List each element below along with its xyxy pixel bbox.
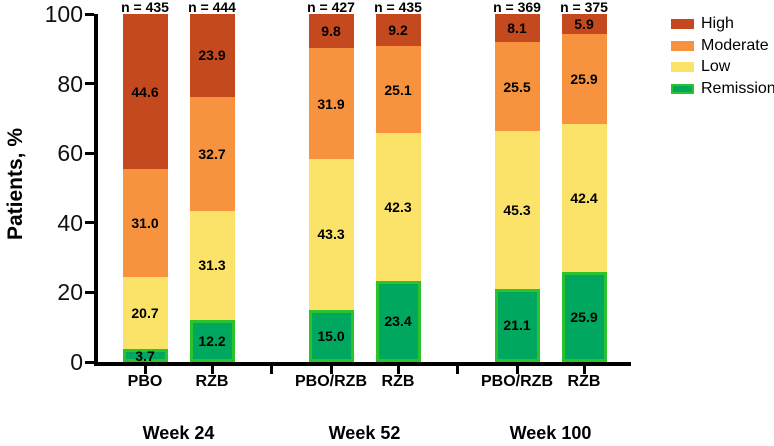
bar-x-label: RZB [195, 373, 229, 390]
segment-value-label: 12.2 [198, 332, 226, 349]
segment-value-label: 23.9 [198, 47, 226, 64]
bar-segment-moderate [189, 96, 235, 211]
bar-segment-high [122, 14, 168, 170]
n-count-label: n = 444 [188, 0, 236, 15]
segment-value-label: 5.9 [574, 15, 594, 32]
group-week-label: Week 52 [328, 423, 401, 443]
bar-x-label: RZB [381, 373, 415, 390]
bar-segment-low [308, 159, 354, 310]
segment-value-label: 25.9 [570, 71, 598, 88]
n-count-label: n = 427 [307, 0, 355, 15]
bar-segment-moderate [308, 48, 354, 160]
bar-x-label: PBO/RZB [295, 373, 367, 390]
bar-x-label: PBO [127, 373, 163, 390]
bar-segment-high [308, 14, 354, 49]
bar-segment-low [189, 210, 235, 320]
bar-segment-high [375, 14, 421, 47]
bar-segment-low [494, 130, 540, 289]
y-axis-tick-label: 60 [57, 140, 83, 167]
n-count-label: n = 369 [493, 0, 541, 15]
bar-segment-remission [375, 280, 421, 362]
x-axis-tick-mark [515, 366, 519, 374]
x-axis-group-boundary-tick [456, 366, 459, 374]
x-axis-tick-mark [210, 366, 214, 374]
segment-value-label: 15.0 [317, 327, 345, 344]
segment-value-label: 32.7 [198, 145, 226, 162]
bar-segment-moderate [122, 169, 168, 278]
segment-value-label: 44.6 [131, 83, 159, 100]
segment-value-label: 25.1 [384, 81, 412, 98]
bar-segment-low [561, 124, 607, 272]
bar-x-label: RZB [567, 373, 601, 390]
bar-segment-remission [122, 349, 168, 362]
n-count-label: n = 435 [121, 0, 169, 15]
n-count-label: n = 435 [374, 0, 422, 15]
y-axis-tick-mark [85, 290, 94, 294]
segment-value-label: 9.2 [388, 22, 408, 38]
segment-value-label: 23.4 [384, 313, 412, 330]
y-axis-tick-label: 40 [57, 209, 83, 236]
segment-value-label: 31.3 [198, 257, 226, 274]
n-count-label: n = 375 [560, 0, 608, 15]
bar-segment-high [494, 14, 540, 43]
segment-value-label: 25.9 [570, 308, 598, 325]
x-axis-tick-mark [329, 366, 333, 374]
bar-segment-remission [494, 288, 540, 362]
y-axis-tick-mark [85, 151, 94, 155]
x-axis-line [94, 362, 631, 366]
segment-value-label: 21.1 [503, 317, 531, 334]
x-axis-group-boundary-tick [270, 366, 273, 374]
bar-segment-moderate [375, 46, 421, 134]
y-axis-line [94, 14, 98, 366]
x-axis-tick-mark [396, 366, 400, 374]
bar-segment-remission [561, 271, 607, 362]
group-week-label: Week 100 [509, 423, 592, 443]
x-axis-tick-mark [582, 366, 586, 374]
bar-segment-high [561, 13, 607, 35]
y-axis-tick-label: 80 [57, 70, 83, 97]
segment-value-label: 25.5 [503, 78, 531, 95]
x-axis-tick-mark [143, 366, 147, 374]
bar-segment-high [189, 13, 235, 97]
bar-x-label: PBO/RZB [481, 373, 553, 390]
bar-segment-low [122, 277, 168, 350]
segment-value-label: 9.8 [321, 23, 341, 40]
y-axis-tick-mark [85, 12, 94, 16]
segment-value-label: 8.1 [507, 20, 527, 37]
segment-value-label: 20.7 [131, 305, 159, 322]
group-week-label: Week 24 [142, 423, 215, 443]
y-axis-tick-mark [85, 221, 94, 225]
y-axis-tick-label: 20 [57, 279, 83, 306]
y-axis-tick-mark [85, 82, 94, 86]
segment-value-label: 43.3 [317, 226, 345, 243]
bar-segment-moderate [561, 34, 607, 125]
bar-segment-moderate [494, 42, 540, 131]
segment-value-label: 3.7 [135, 347, 155, 364]
segment-value-label: 31.9 [317, 95, 345, 112]
y-axis-tick-mark [85, 360, 94, 364]
segment-value-label: 42.4 [570, 190, 598, 207]
segment-value-label: 31.0 [131, 215, 159, 232]
bar-segment-remission [189, 319, 235, 362]
y-axis-tick-label: 0 [70, 349, 83, 375]
segment-value-label: 42.3 [384, 198, 412, 215]
segment-value-label: 45.3 [503, 201, 531, 218]
bar-segment-low [375, 133, 421, 281]
bar-segment-remission [308, 309, 354, 362]
y-axis-tick-label: 100 [44, 1, 83, 27]
